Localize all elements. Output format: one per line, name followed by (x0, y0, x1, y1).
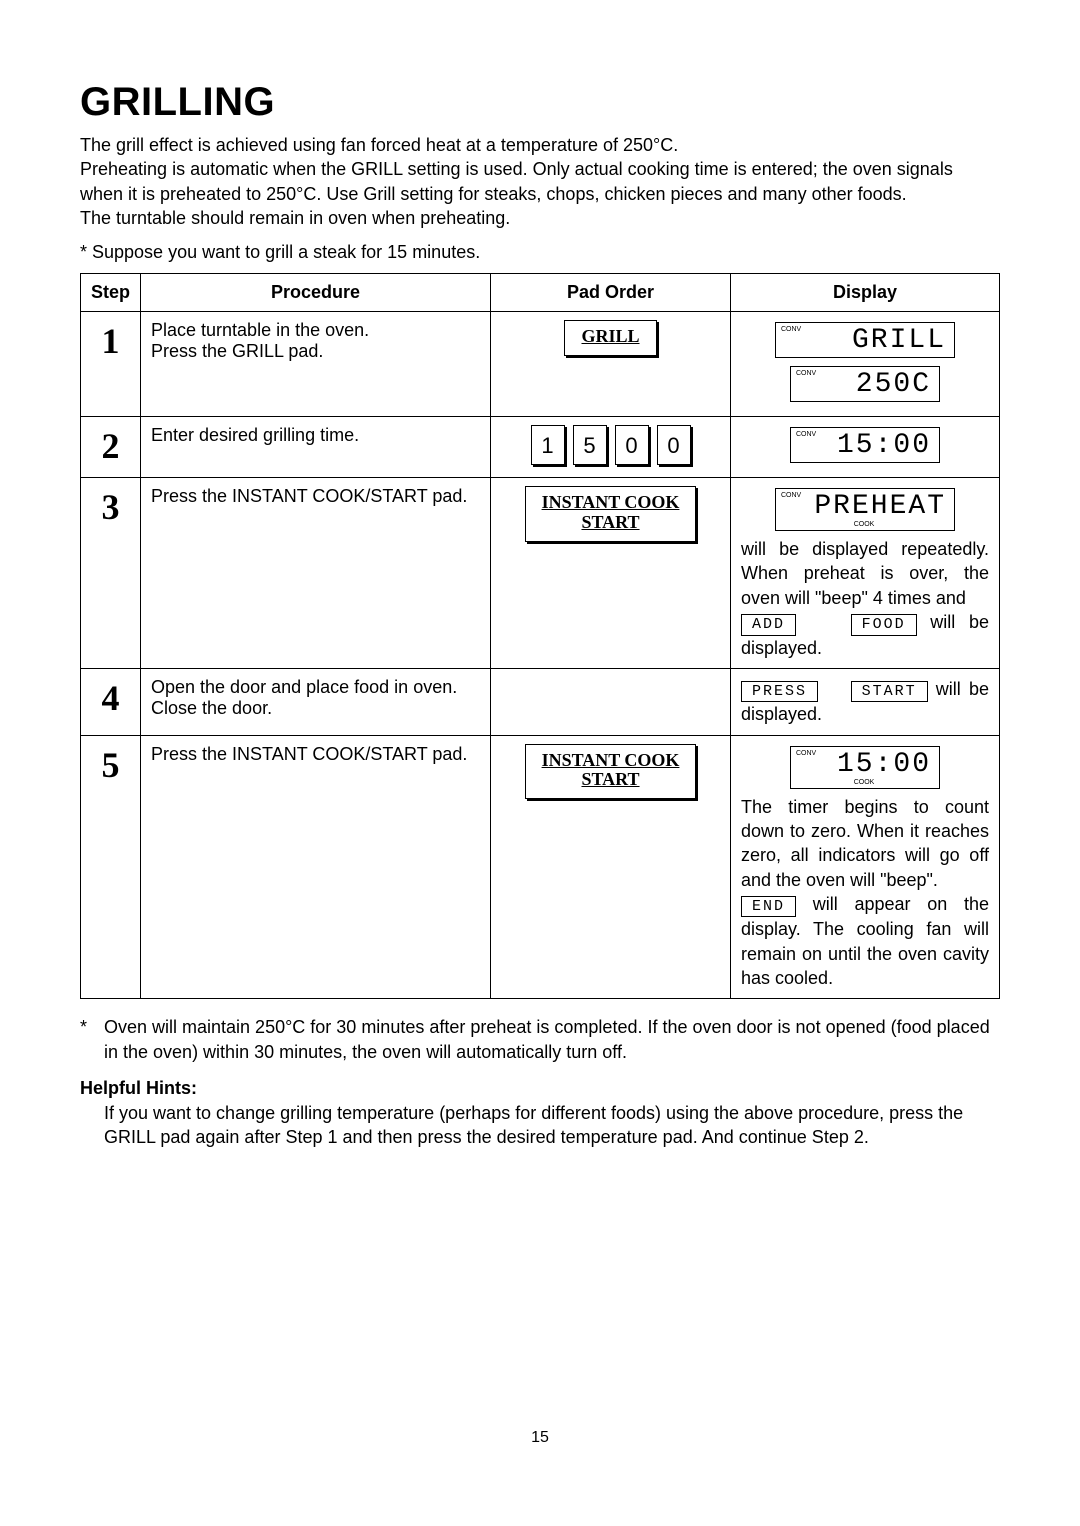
step-number: 2 (91, 425, 130, 467)
table-row: 5 Press the INSTANT COOK/START pad. INST… (81, 735, 1000, 999)
lcd-grill-text: GRILL (782, 327, 946, 355)
procedure-cell: Enter desired grilling time. (141, 417, 491, 478)
lcd-grill: CONV GRILL (775, 322, 955, 358)
lcd-preheat-text: PREHEAT (782, 493, 946, 521)
table-header-row: Step Procedure Pad Order Display (81, 274, 1000, 312)
grill-pad-label: GRILL (581, 326, 639, 346)
step-number: 3 (91, 486, 130, 528)
step5-end-row: END will appear on the display. The cool… (741, 892, 989, 990)
intro-text: The grill effect is achieved using fan f… (80, 133, 1000, 230)
step-number: 4 (91, 677, 130, 719)
step4-row: PRESS START will be displayed. (741, 677, 989, 727)
cook-indicator: COOK (797, 779, 931, 786)
header-procedure: Procedure (141, 274, 491, 312)
hints-body: If you want to change grilling temperatu… (104, 1101, 1000, 1150)
table-row: 1 Place turntable in the oven. Press the… (81, 312, 1000, 417)
conv-indicator: CONV (796, 431, 816, 438)
lcd-temp: CONV 250C (790, 366, 940, 402)
lcd-time-text: 15:00 (797, 432, 931, 460)
procedure-cell: Place turntable in the oven. Press the G… (141, 312, 491, 417)
grill-pad: GRILL (564, 320, 656, 356)
step-number: 5 (91, 744, 130, 786)
lcd-time2: CONV 15:00 COOK (790, 746, 940, 789)
table-row: 4 Open the door and place food in oven. … (81, 668, 1000, 735)
digit-pads: 1 5 0 0 (531, 425, 691, 465)
header-display: Display (731, 274, 1000, 312)
lcd-start: START (851, 681, 928, 703)
start-label: START (581, 512, 639, 532)
table-row: 3 Press the INSTANT COOK/START pad. INST… (81, 478, 1000, 669)
step3-text-a: will be displayed repeatedly. When prehe… (741, 537, 989, 610)
footnote-text: Oven will maintain 250°C for 30 minutes … (104, 1015, 1000, 1064)
lcd-press: PRESS (741, 681, 818, 703)
page-number: 15 (80, 1429, 1000, 1447)
page: GRILLING The grill effect is achieved us… (0, 0, 1080, 1487)
start-label: START (581, 769, 639, 789)
procedure-cell: Press the INSTANT COOK/START pad. (141, 478, 491, 669)
lcd-temp-text: 250C (797, 371, 931, 399)
procedure-cell: Press the INSTANT COOK/START pad. (141, 735, 491, 999)
conv-indicator: CONV (781, 326, 801, 333)
table-row: 2 Enter desired grilling time. 1 5 0 0 C… (81, 417, 1000, 478)
procedure-cell: Open the door and place food in oven. Cl… (141, 668, 491, 735)
step-number: 1 (91, 320, 130, 362)
digit-pad: 0 (657, 425, 691, 465)
lcd-add: ADD (741, 614, 796, 636)
procedure-table: Step Procedure Pad Order Display 1 Place… (80, 273, 1000, 999)
header-step: Step (81, 274, 141, 312)
step5-text-a: The timer begins to count down to zero. … (741, 795, 989, 892)
digit-pad: 0 (615, 425, 649, 465)
cook-indicator: COOK (782, 521, 946, 528)
conv-indicator: CONV (796, 750, 816, 757)
page-title: GRILLING (80, 80, 1000, 125)
step3-badges: ADD FOOD will be displayed. (741, 610, 989, 660)
lcd-time2-text: 15:00 (797, 751, 931, 779)
footnote-star: * (80, 1015, 104, 1064)
lcd-food: FOOD (851, 614, 917, 636)
lcd-time: CONV 15:00 (790, 427, 940, 463)
instant-cook-start-pad: INSTANT COOK START (525, 486, 697, 542)
instant-cook-label: INSTANT COOK (542, 750, 680, 770)
conv-indicator: CONV (781, 492, 801, 499)
digit-pad: 5 (573, 425, 607, 465)
lcd-preheat: CONV PREHEAT COOK (775, 488, 955, 531)
instant-cook-start-pad: INSTANT COOK START (525, 744, 697, 800)
lcd-end: END (741, 896, 796, 918)
header-pad-order: Pad Order (491, 274, 731, 312)
digit-pad: 1 (531, 425, 565, 465)
assumption-text: * Suppose you want to grill a steak for … (80, 242, 1000, 263)
hints-heading: Helpful Hints: (80, 1078, 1000, 1099)
conv-indicator: CONV (796, 370, 816, 377)
footnote: * Oven will maintain 250°C for 30 minute… (80, 1015, 1000, 1064)
instant-cook-label: INSTANT COOK (542, 492, 680, 512)
